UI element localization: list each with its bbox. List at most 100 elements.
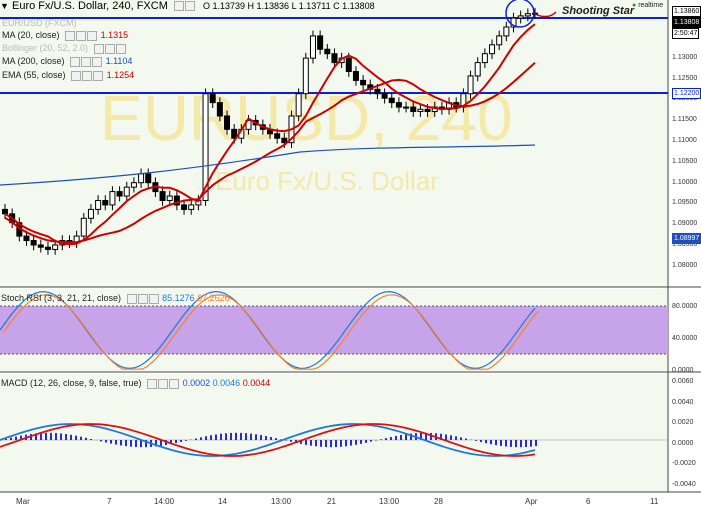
stoch-legend[interactable]: Stoch RSI (3, 3, 21, 21, close) 85.1276 … (1, 293, 230, 304)
macd-histogram-bar (480, 440, 482, 443)
candle-body (181, 204, 188, 210)
candle-body (424, 108, 431, 113)
macd-hist-value: 0.0002 (182, 378, 211, 388)
eye-icon[interactable] (126, 293, 137, 304)
header-buttons[interactable] (173, 0, 196, 12)
macd-label: MACD (12, 26, close, 9, false, true) (1, 378, 142, 388)
macd-histogram-bar (530, 440, 532, 447)
macd-histogram-bar (490, 440, 492, 445)
ema55-legend[interactable]: EMA (55, close) 1.1254 (2, 70, 134, 81)
countdown-tag: 2:50:47 (672, 28, 700, 39)
price-tick-label: 1.08500 (672, 241, 698, 248)
macd-histogram-bar (450, 435, 452, 440)
macd-signal-value: 0.0044 (242, 378, 271, 388)
shooting-star-annotation[interactable]: Shooting Star (562, 5, 635, 17)
eye-icon[interactable] (93, 43, 104, 54)
macd-histogram-bar (425, 432, 427, 440)
eye-icon[interactable] (70, 56, 81, 67)
macd-histogram-bar (515, 440, 517, 448)
annotation-arrow (534, 11, 557, 18)
macd-histogram-bar (485, 440, 487, 444)
macd-legend[interactable]: MACD (12, 26, close, 9, false, true) 0.0… (1, 378, 270, 389)
candle-body (302, 57, 309, 95)
axis-bg (668, 0, 701, 509)
candle-body (37, 244, 44, 248)
macd-histogram-bar (500, 440, 502, 446)
stoch-d-value: 87.2626 (197, 293, 230, 303)
ma200-legend[interactable]: MA (200, close) 1.1104 (2, 56, 132, 67)
candle-body (360, 79, 367, 86)
macd-histogram-bar (40, 433, 42, 440)
macd-histogram-bar (20, 435, 22, 440)
close-icon[interactable] (92, 56, 103, 67)
macd-histogram-bar (145, 440, 147, 448)
candle-body (410, 106, 417, 113)
macd-histogram-bar (260, 435, 262, 440)
close-icon[interactable] (148, 293, 159, 304)
candle-body (417, 108, 424, 113)
macd-histogram-bar (345, 440, 347, 447)
macd-histogram-bar (130, 440, 132, 447)
macd-histogram-bar (55, 433, 57, 440)
macd-tick-label: -0.0020 (672, 460, 696, 467)
settings-icon[interactable] (158, 378, 169, 389)
close-icon[interactable] (169, 378, 180, 389)
ma20-legend[interactable]: MA (20, close) 1.1315 (2, 30, 128, 41)
macd-histogram-bar (465, 438, 467, 440)
time-tick-label: 14 (218, 497, 227, 506)
candle-body (87, 208, 94, 219)
settings-icon[interactable] (81, 56, 92, 67)
close-icon[interactable] (87, 30, 98, 41)
price-tick-label: 1.11500 (672, 116, 697, 124)
ohlc-values: O 1.13739 H 1.13836 L 1.13711 C 1.13808 (203, 1, 375, 11)
candle-body (467, 75, 474, 95)
macd-histogram-bar (315, 440, 317, 447)
candle-body (245, 119, 252, 130)
ema55-value: 1.1254 (106, 70, 135, 80)
price-tick-label: 1.12500 (672, 74, 698, 82)
bbands-legend[interactable]: Bollinger (20, 52, 2.0) (2, 43, 127, 54)
macd-histogram-bar (395, 435, 397, 440)
eye-icon[interactable] (71, 70, 82, 81)
macd-histogram-bar (360, 440, 362, 444)
macd-histogram-bar (215, 434, 217, 440)
candle-body (281, 137, 288, 144)
macd-line-value: 0.0046 (212, 378, 241, 388)
time-tick-label: 21 (327, 497, 336, 506)
macd-histogram-bar (35, 433, 37, 440)
macd-histogram-bar (300, 440, 302, 444)
candle-body (474, 62, 481, 77)
macd-histogram-bar (235, 432, 237, 440)
eye-icon[interactable] (147, 378, 158, 389)
close-icon[interactable] (115, 43, 126, 54)
macd-histogram-bar (45, 432, 47, 440)
candle-body (224, 115, 231, 130)
candle-body (52, 244, 59, 250)
macd-line (0, 423, 536, 457)
settings-icon[interactable] (137, 293, 148, 304)
settings-icon[interactable] (82, 70, 93, 81)
watermark-subtext: Euro Fx/U.S. Dollar (215, 166, 439, 196)
stoch-k-value: 85.1276 (162, 293, 195, 303)
macd-histogram-bar (245, 433, 247, 440)
eye-icon[interactable] (173, 1, 184, 12)
candle-body (95, 199, 102, 210)
settings-icon[interactable] (76, 30, 87, 41)
macd-histogram-bar (135, 440, 137, 448)
macd-histogram-bar (405, 434, 407, 440)
ma200-line (0, 144, 536, 186)
settings-icon[interactable] (184, 1, 195, 12)
settings-icon[interactable] (104, 43, 115, 54)
candle-body (30, 240, 37, 246)
candle-body (481, 53, 488, 64)
macd-histogram-bar (455, 436, 457, 440)
overlay-label: EUR/USD (FXCM) (2, 18, 77, 28)
eye-icon[interactable] (65, 30, 76, 41)
expand-triangle-icon[interactable]: ▼ (0, 1, 9, 11)
close-icon[interactable] (93, 70, 104, 81)
macd-histogram-bar (340, 440, 342, 447)
macd-histogram-bar (220, 433, 222, 440)
symbol-title[interactable]: Euro Fx/U.S. Dollar, 240, FXCM (11, 0, 168, 12)
macd-histogram-bar (385, 438, 387, 440)
